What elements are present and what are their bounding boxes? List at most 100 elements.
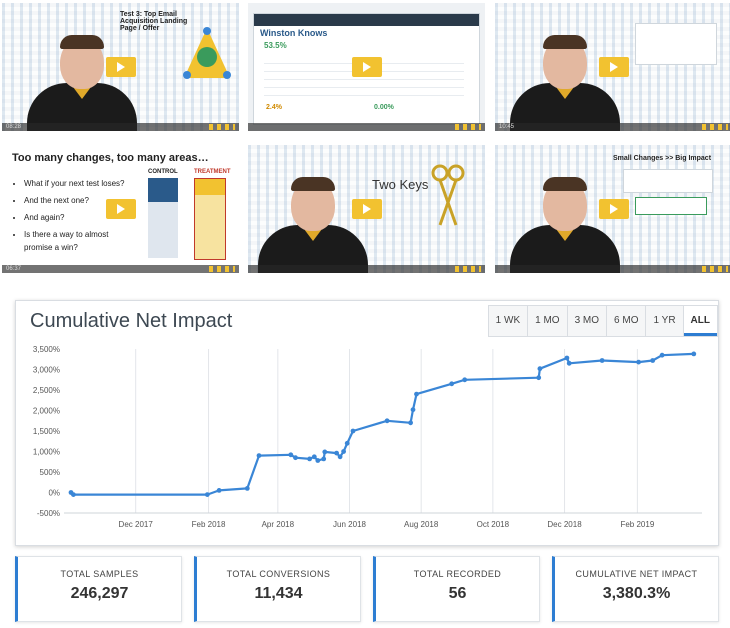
data-point bbox=[384, 418, 390, 424]
video-controls[interactable] bbox=[495, 265, 730, 273]
data-point bbox=[564, 355, 570, 361]
metric-a: 53.5% bbox=[264, 41, 287, 50]
diagram-icon bbox=[183, 27, 231, 79]
data-point bbox=[334, 450, 339, 456]
x-tick-label: Dec 2017 bbox=[119, 520, 154, 529]
play-button[interactable] bbox=[598, 199, 629, 219]
bullet-4: Is there a way to almost promise a win? bbox=[24, 228, 116, 254]
metric-b: 2.4% bbox=[266, 104, 282, 111]
stat-value: 246,297 bbox=[70, 585, 129, 602]
treatment-page bbox=[194, 178, 226, 260]
control-page bbox=[148, 178, 178, 258]
bullet-list: What if your next test loses? And the ne… bbox=[12, 177, 125, 258]
tab-6-months[interactable]: 6 MO bbox=[607, 306, 647, 336]
play-button[interactable] bbox=[351, 199, 382, 219]
data-point bbox=[691, 351, 697, 357]
data-point bbox=[204, 492, 210, 497]
presenter bbox=[510, 177, 620, 273]
line-chart[interactable]: 3,500% 3,000% 2,500% 2,000% 1,500% 1,000% 500%… bbox=[16, 341, 718, 545]
video-controls[interactable]: 10:45 bbox=[495, 123, 730, 131]
video-controls[interactable]: 06:37 bbox=[2, 265, 239, 273]
x-tick-label: Dec 2018 bbox=[547, 520, 582, 529]
stat-label: TOTAL SAMPLES bbox=[60, 569, 139, 579]
keys-icon bbox=[431, 164, 465, 226]
data-point bbox=[293, 455, 298, 461]
tab-all[interactable]: ALL bbox=[683, 306, 717, 336]
stat-label: CUMULATIVE NET IMPACT bbox=[575, 569, 698, 579]
data-point bbox=[321, 456, 327, 462]
slide-title: Too many changes, too many areas… bbox=[12, 152, 209, 164]
data-point bbox=[410, 407, 416, 413]
data-point bbox=[288, 452, 294, 458]
stat-total-conversions: TOTAL CONVERSIONS 11,434 bbox=[194, 556, 361, 622]
summary-stats: TOTAL SAMPLES 246,297 TOTAL CONVERSIONS … bbox=[15, 556, 719, 622]
data-point bbox=[449, 381, 455, 387]
stat-value: 3,380.3% bbox=[602, 585, 671, 602]
data-point bbox=[350, 428, 356, 434]
slide-panel bbox=[623, 169, 713, 193]
y-tick-label: 3,000% bbox=[33, 366, 60, 375]
bullet-2: And the next one? bbox=[24, 194, 125, 207]
series-line bbox=[70, 352, 694, 496]
play-button[interactable] bbox=[105, 57, 136, 77]
play-button[interactable] bbox=[351, 57, 382, 77]
stat-label: TOTAL CONVERSIONS bbox=[226, 569, 331, 579]
x-tick-label: Aug 2018 bbox=[404, 520, 439, 529]
control-label: CONTROL bbox=[148, 169, 178, 175]
data-point bbox=[344, 440, 350, 446]
data-point bbox=[414, 391, 419, 397]
y-tick-label: -500% bbox=[37, 509, 60, 518]
treatment-label: TREATMENT bbox=[194, 169, 231, 175]
stat-label: TOTAL RECORDED bbox=[413, 569, 502, 579]
presenter bbox=[258, 177, 368, 273]
y-tick-label: 3,500% bbox=[33, 345, 60, 354]
slide-screenshot bbox=[635, 23, 717, 65]
app-name: Winston Knows bbox=[260, 28, 328, 38]
data-point bbox=[599, 358, 605, 363]
data-point bbox=[650, 358, 656, 363]
y-tick-label: 1,000% bbox=[33, 448, 60, 457]
video-controls[interactable] bbox=[248, 123, 485, 131]
chart-title: Cumulative Net Impact bbox=[30, 310, 233, 332]
y-tick-label: 0% bbox=[48, 489, 60, 498]
video-thumbnail-2[interactable]: Winston Knows 53.5% 2.4% 0.00% bbox=[248, 3, 485, 131]
tab-3-months[interactable]: 3 MO bbox=[567, 306, 608, 336]
data-point bbox=[244, 486, 250, 491]
data-point bbox=[315, 458, 321, 463]
play-button[interactable] bbox=[598, 57, 629, 77]
video-controls[interactable]: 08:28 bbox=[2, 123, 239, 131]
y-tick-label: 500% bbox=[40, 468, 60, 477]
bullet-3: And again? bbox=[24, 211, 125, 224]
tab-1-week[interactable]: 1 WK bbox=[488, 306, 529, 336]
stat-cumulative-net-impact: CUMULATIVE NET IMPACT 3,380.3% bbox=[552, 556, 719, 622]
slide-panel-result bbox=[635, 197, 707, 215]
data-point bbox=[311, 454, 317, 460]
y-tick-label: 1,500% bbox=[33, 427, 60, 436]
tab-1-year[interactable]: 1 YR bbox=[646, 306, 684, 336]
data-point bbox=[659, 352, 665, 358]
video-thumbnail-6[interactable]: Small Changes >> Big Impact bbox=[495, 145, 730, 273]
video-thumbnail-3[interactable]: 10:45 bbox=[495, 3, 730, 131]
slide-title: Test 3: Top Email Acquisition Landing Pa… bbox=[120, 11, 188, 32]
slide-title: Two Keys bbox=[372, 177, 429, 192]
data-point bbox=[322, 449, 328, 455]
video-thumbnail-1[interactable]: Test 3: Top Email Acquisition Landing Pa… bbox=[2, 3, 239, 131]
x-tick-label: Feb 2019 bbox=[620, 520, 654, 529]
x-tick-label: Feb 2018 bbox=[192, 520, 226, 529]
video-thumbnail-5[interactable]: Two Keys bbox=[248, 145, 485, 273]
data-point bbox=[408, 420, 413, 426]
video-thumbnail-4[interactable]: Too many changes, too many areas… What i… bbox=[2, 145, 239, 273]
x-tick-label: Apr 2018 bbox=[262, 520, 295, 529]
data-point bbox=[307, 456, 312, 462]
data-point bbox=[536, 375, 542, 381]
play-button[interactable] bbox=[105, 199, 136, 219]
y-tick-label: 2,000% bbox=[33, 407, 60, 416]
data-point bbox=[256, 453, 262, 458]
data-point bbox=[337, 454, 343, 460]
presenter bbox=[27, 35, 137, 131]
data-point bbox=[216, 488, 222, 493]
presenter bbox=[510, 35, 620, 131]
tab-1-month[interactable]: 1 MO bbox=[528, 306, 568, 336]
stat-total-samples: TOTAL SAMPLES 246,297 bbox=[15, 556, 182, 622]
video-controls[interactable] bbox=[248, 265, 485, 273]
